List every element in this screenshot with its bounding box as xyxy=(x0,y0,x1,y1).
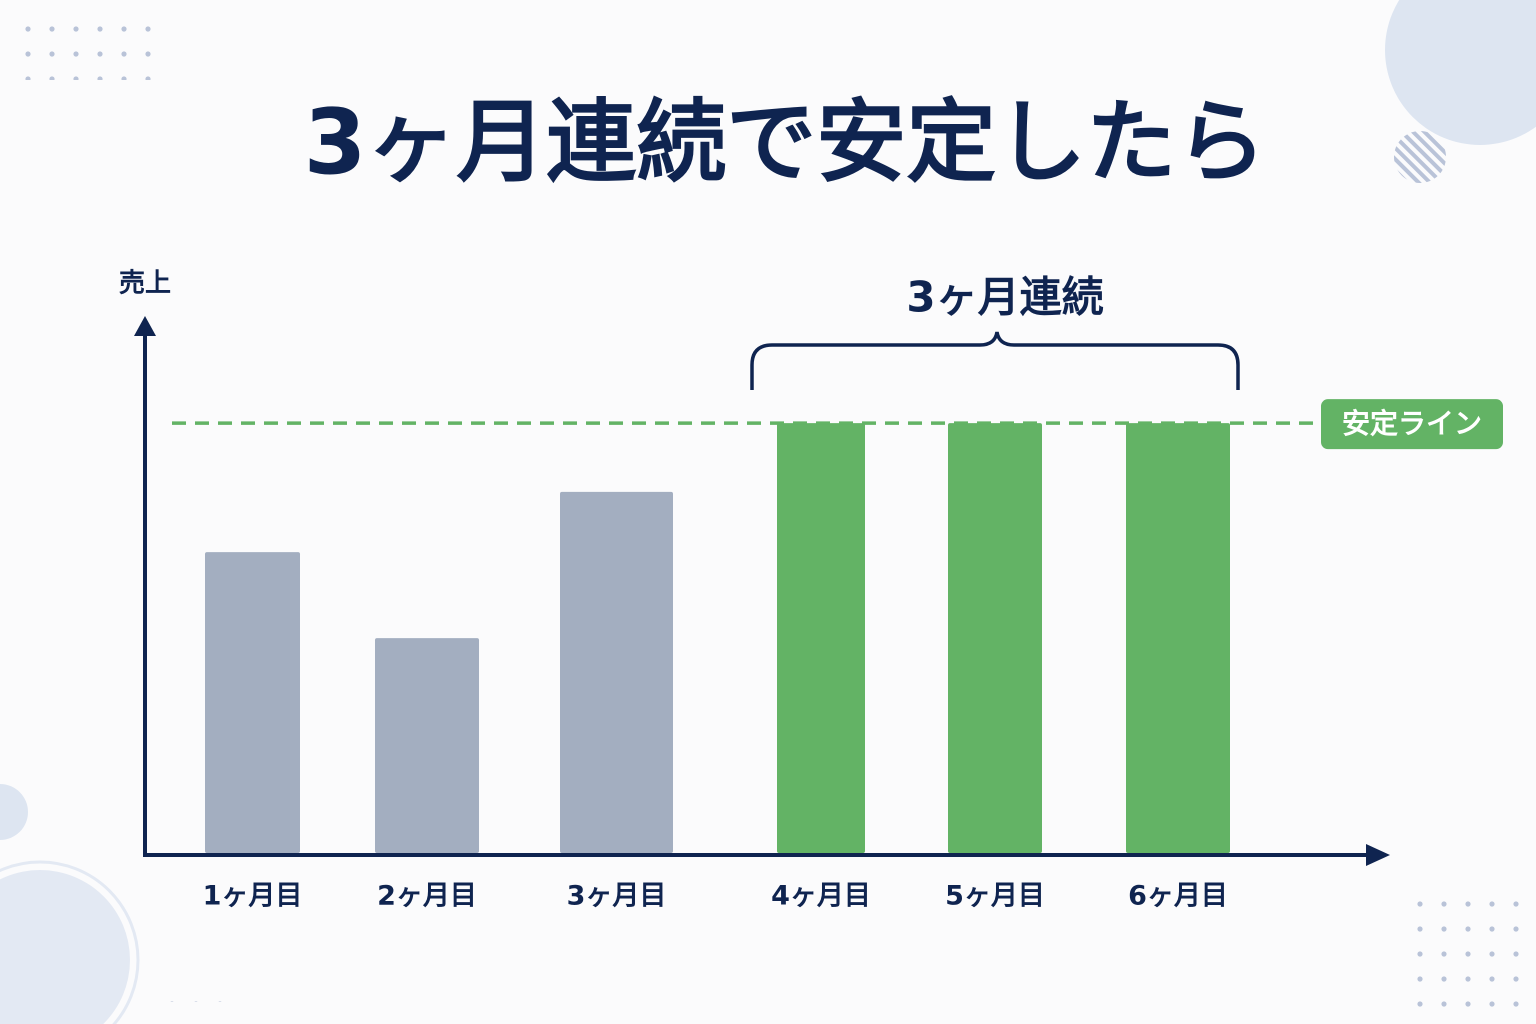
bar xyxy=(205,552,300,853)
x-tick-label: 4ヶ月目 xyxy=(771,881,871,912)
bar xyxy=(375,638,479,853)
x-tick-label: 5ヶ月目 xyxy=(945,881,1045,912)
bar xyxy=(1126,423,1230,853)
bar xyxy=(948,423,1042,853)
bracket-label: 3ヶ月連続 xyxy=(906,273,1103,322)
x-tick-label: 1ヶ月目 xyxy=(203,881,303,912)
bar xyxy=(777,423,865,853)
stable-label-box xyxy=(1321,399,1503,450)
y-axis-label: 売上 xyxy=(119,269,171,299)
bar xyxy=(560,491,673,853)
stable-label: 安定ライン xyxy=(1342,407,1482,440)
x-tick-label: 3ヶ月目 xyxy=(567,881,667,912)
x-tick-label: 6ヶ月目 xyxy=(1128,881,1228,912)
x-tick-label: 2ヶ月目 xyxy=(377,881,477,912)
chart-title: 3ヶ月連続で安定したら xyxy=(304,90,1267,195)
axes xyxy=(134,316,1390,866)
bracket xyxy=(750,331,1240,390)
